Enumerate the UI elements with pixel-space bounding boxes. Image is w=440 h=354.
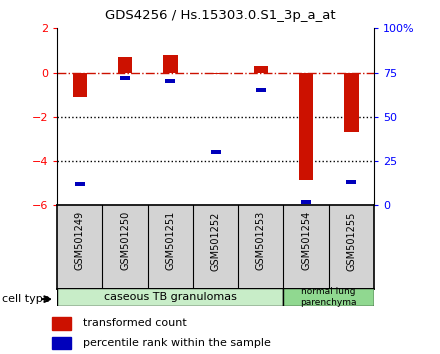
Bar — [209, 73, 223, 74]
Bar — [163, 55, 178, 73]
Bar — [165, 79, 175, 84]
Text: GSM501252: GSM501252 — [211, 211, 220, 270]
Bar — [256, 88, 266, 92]
Text: GSM501249: GSM501249 — [75, 211, 85, 270]
Bar — [52, 337, 71, 349]
Bar — [52, 317, 71, 330]
Bar — [120, 76, 130, 80]
Bar — [75, 182, 85, 186]
Text: percentile rank within the sample: percentile rank within the sample — [83, 338, 271, 348]
Text: GDS4256 / Hs.15303.0.S1_3p_a_at: GDS4256 / Hs.15303.0.S1_3p_a_at — [105, 9, 335, 22]
Bar — [253, 66, 268, 73]
Text: transformed count: transformed count — [83, 318, 187, 329]
Bar — [301, 200, 311, 204]
Text: GSM501253: GSM501253 — [256, 211, 266, 270]
Text: GSM501255: GSM501255 — [346, 211, 356, 270]
Text: caseous TB granulomas: caseous TB granulomas — [104, 292, 237, 302]
Bar — [118, 57, 132, 73]
Bar — [73, 73, 87, 97]
Bar — [346, 180, 356, 184]
Text: GSM501254: GSM501254 — [301, 211, 311, 270]
Text: GSM501250: GSM501250 — [120, 211, 130, 270]
Bar — [283, 288, 374, 306]
Text: normal lung
parenchyma: normal lung parenchyma — [301, 287, 357, 307]
Bar — [299, 73, 313, 180]
Bar — [57, 288, 283, 306]
Bar — [344, 73, 359, 132]
Text: cell type: cell type — [2, 294, 50, 304]
Bar — [211, 150, 220, 154]
Text: GSM501251: GSM501251 — [165, 211, 176, 270]
